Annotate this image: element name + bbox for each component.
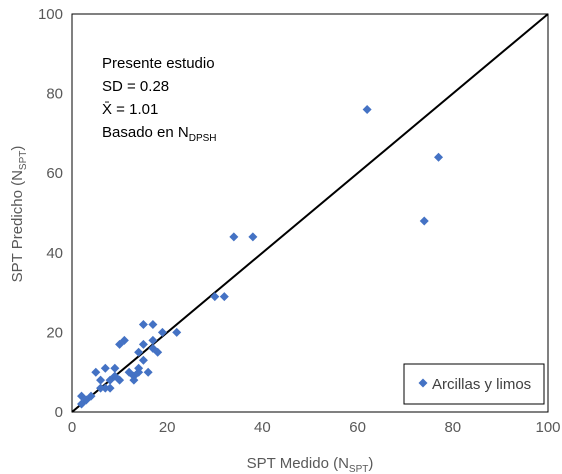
- data-point: [153, 347, 163, 357]
- data-point: [362, 105, 372, 115]
- x-tick-label: 40: [254, 419, 271, 436]
- data-point: [157, 327, 167, 337]
- x-axis-ticks: 0 20 40 60 80 100: [68, 419, 561, 436]
- data-point: [100, 363, 110, 373]
- legend-diamond-icon: [418, 378, 428, 388]
- y-tick-label: 40: [46, 245, 63, 262]
- plot-area-border: [71, 13, 549, 413]
- data-point: [138, 339, 148, 349]
- legend-box: [403, 363, 545, 405]
- data-point: [134, 347, 144, 357]
- data-point: [110, 363, 120, 373]
- data-point: [100, 383, 110, 393]
- y-axis-title-sub: SPT: [18, 151, 29, 170]
- data-point: [172, 327, 182, 337]
- x-axis-title-main: SPT Medido (N: [247, 455, 349, 472]
- annotation-mean: X̄ = 1.01: [102, 101, 158, 118]
- data-point: [105, 383, 115, 393]
- annotation-basis: Basado en NDPSH: [102, 124, 217, 144]
- annotation-basis-main: Basado en N: [102, 124, 189, 141]
- data-point: [248, 232, 258, 242]
- data-point: [434, 152, 444, 162]
- y-tick-label: 80: [46, 86, 63, 103]
- data-point: [115, 375, 125, 385]
- data-point: [143, 367, 153, 377]
- data-point: [148, 335, 158, 345]
- x-tick-label: 80: [444, 419, 461, 436]
- y-axis-title: SPT Predicho (NSPT): [9, 146, 29, 283]
- data-point: [138, 319, 148, 329]
- annotation-sd: SD = 0.28: [102, 78, 169, 95]
- plot-frame: [71, 13, 549, 413]
- data-points: [77, 105, 444, 409]
- y-axis-title-end: ): [9, 146, 26, 151]
- data-point: [229, 232, 239, 242]
- data-point: [138, 355, 148, 365]
- data-point: [91, 367, 101, 377]
- data-point: [210, 292, 220, 302]
- data-point: [119, 335, 129, 345]
- data-point: [96, 383, 106, 393]
- data-point: [86, 391, 96, 401]
- x-axis-title-end: ): [368, 455, 373, 472]
- annotation-basis-sub: DPSH: [189, 133, 217, 144]
- y-tick-label: 20: [46, 324, 63, 341]
- data-point: [134, 367, 144, 377]
- data-point: [96, 375, 106, 385]
- x-tick-label: 60: [349, 419, 366, 436]
- x-tick-label: 0: [68, 419, 76, 436]
- data-point: [219, 292, 229, 302]
- y-tick-label: 100: [38, 6, 63, 23]
- y-axis-title-main: SPT Predicho (N: [9, 170, 26, 282]
- legend: Arcillas y limos: [403, 363, 545, 405]
- x-tick-label: 100: [535, 419, 560, 436]
- data-point: [419, 216, 429, 226]
- x-axis-title-sub: SPT: [349, 464, 368, 474]
- annotation-block: Presente estudio SD = 0.28 X̄ = 1.01 Bas…: [102, 55, 217, 144]
- x-axis-title: SPT Medido (NSPT): [247, 455, 374, 474]
- legend-label: Arcillas y limos: [432, 376, 531, 393]
- x-tick-label: 20: [159, 419, 176, 436]
- y-axis-ticks: 0 20 40 60 80 100: [38, 6, 63, 421]
- annotation-study: Presente estudio: [102, 55, 215, 72]
- y-tick-label: 0: [55, 404, 63, 421]
- y-tick-label: 60: [46, 165, 63, 182]
- data-point: [148, 319, 158, 329]
